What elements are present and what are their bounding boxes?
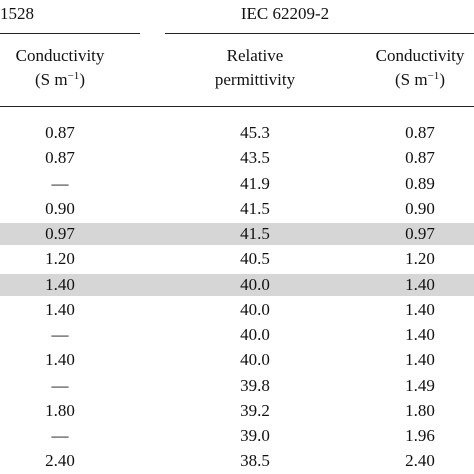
cell: 1.96 [405,426,435,445]
cell: — [51,325,69,344]
cell: 40.0 [240,299,270,319]
row-highlight [0,273,474,296]
cell: 1.40 [405,350,435,370]
cell: 38.5 [240,451,270,471]
cell: — [51,375,69,395]
unit-exponent: −1 [427,70,440,82]
row-highlight [0,223,474,245]
cell: 1.80 [45,400,75,420]
cell: 39.0 [240,426,270,445]
cell: 0.87 [45,148,75,168]
column-header-unit: (S m−1) [35,70,85,90]
unit-close: ) [79,70,85,89]
cell: 43.5 [240,148,270,168]
group-header: IEC 62209-2 [240,4,330,23]
cell: 41.5 [240,224,270,243]
cell: 40.0 [240,274,270,294]
cell: 1.40 [405,299,435,319]
cell: 0.97 [45,224,75,243]
rule [0,33,140,34]
rule [165,33,474,34]
cell: 0.87 [45,123,75,142]
cell: 45.3 [240,123,270,142]
group-header: 1528 [0,4,34,23]
cell: 41.9 [240,173,270,193]
cell: 0.87 [405,123,435,142]
column-header: Conductivity [15,46,105,65]
cell: 40.5 [240,249,270,269]
cell: 1.40 [405,325,435,344]
cell: 1.40 [45,299,75,319]
cell: 1.40 [45,350,75,370]
cell: 2.40 [45,451,75,471]
cell: 1.40 [405,274,435,294]
cell: — [51,426,69,445]
unit: (S m [35,70,68,89]
cell: 39.2 [240,400,270,420]
cell: 2.40 [405,451,435,471]
rule [0,106,474,107]
unit-close: ) [439,70,445,89]
cell: 0.90 [405,198,435,218]
column-header: Conductivity [375,46,465,65]
cell: 0.87 [405,148,435,168]
cell: 1.49 [405,375,435,395]
cell: 41.5 [240,198,270,218]
column-header-unit: (S m−1) [395,70,445,90]
cell: 1.80 [405,400,435,420]
column-header: Relative [226,46,284,65]
unit-exponent: −1 [67,70,80,82]
cell: 40.0 [240,350,270,370]
cell: — [51,173,69,193]
cell: 0.90 [45,198,75,218]
cell: 1.20 [45,249,75,269]
cell: 0.89 [405,173,435,193]
cell: 40.0 [240,325,270,344]
unit: (S m [395,70,428,89]
cell: 1.40 [45,274,75,294]
cell: 0.97 [405,224,435,243]
cell: 1.20 [405,249,435,269]
cell: 39.8 [240,375,270,395]
column-header: permittivity [214,70,296,89]
